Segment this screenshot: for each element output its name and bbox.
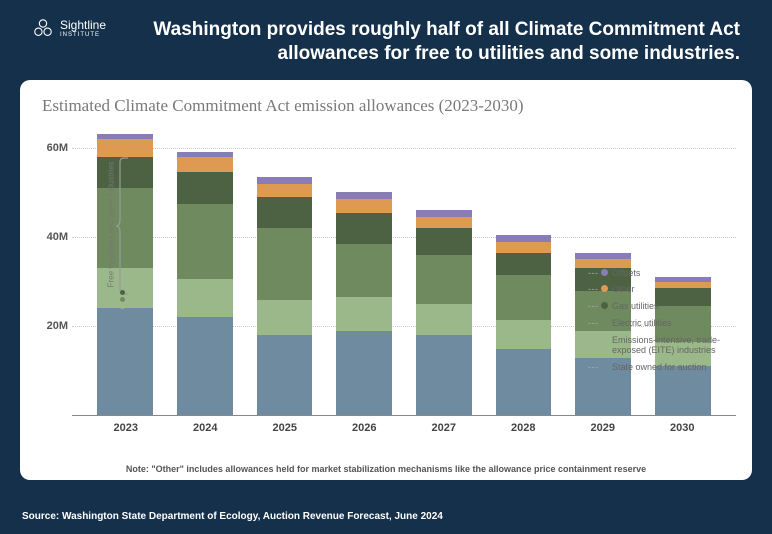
logo-icon [32,18,54,40]
x-tick-label: 2027 [404,422,484,434]
y-tick-label: 40M [47,231,68,243]
bar-column [484,126,564,416]
legend-item: - - - Electric utilities [588,318,728,329]
y-tick-label: 60M [47,142,68,154]
bar-segment-state_auction [336,331,392,416]
legend-dash-icon: - - - [588,335,597,345]
x-tick-label: 2025 [245,422,325,434]
bar-segment-state_auction [257,335,313,415]
bar-segment-other [257,184,313,197]
bar-segment-gas [416,228,472,255]
legend-label: Electric utilities [612,318,672,329]
bar-segment-other [496,242,552,253]
x-tick-label: 2029 [563,422,643,434]
bar-segment-other [416,217,472,228]
bar-segment-gas [336,213,392,244]
source-line: Source: Washington State Department of E… [22,511,443,522]
legend-label: Other [612,284,635,295]
legend-dash-icon: - - - [588,268,597,278]
brand-name: Sightline [60,19,106,32]
bar-segment-gas [257,197,313,228]
x-tick-label: 2026 [325,422,405,434]
legend-dash-icon: - - - [588,301,597,311]
legend-item: - - - State owned for auction [588,362,728,373]
chart-card: Estimated Climate Commitment Act emissio… [20,80,752,480]
bar-segment-electric [336,244,392,298]
bracket-label: Free to utilities and some industries [104,160,118,290]
legend-dot-icon [601,363,608,370]
chart-note: Note: "Other" includes allowances held f… [20,464,752,474]
bar-segment-state_auction [97,308,153,415]
legend-label: Offsets [612,268,640,279]
bar-segment-offsets [336,192,392,199]
bracket-dots [120,290,125,309]
bar-segment-eite [336,297,392,330]
bar-segment-other [336,199,392,212]
bar-segment-eite [496,320,552,349]
y-axis: 20M 40M 60M [36,126,72,416]
headline: Washington provides roughly half of all … [106,18,740,66]
legend-label: State owned for auction [612,362,707,373]
legend-label: Gas utilities [612,301,659,312]
bar [177,152,233,415]
legend-dash-icon: - - - [588,362,597,372]
bar-segment-state_auction [496,349,552,416]
bar-column [324,126,404,416]
legend: - - - Offsets - - - Other - - - Gas utilities… [588,268,728,380]
x-tick-label: 2023 [86,422,166,434]
legend-label: Emissions-intensive, trade-exposed (EITE… [612,335,728,357]
plot-area: 20M 40M 60M Free to utilities and some ind… [36,126,736,416]
bar-segment-eite [257,300,313,336]
bar-segment-other [177,157,233,173]
bar-segment-gas [177,172,233,203]
bar-segment-electric [496,275,552,320]
legend-dot-icon [601,336,608,343]
bar-segment-offsets [257,177,313,184]
bar-column [245,126,325,416]
header: Sightline INSTITUTE Washington provides … [0,0,772,80]
brand-logo: Sightline INSTITUTE [32,18,106,40]
legend-dash-icon: - - - [588,318,597,328]
legend-item: - - - Offsets [588,268,728,279]
bar-segment-offsets [416,210,472,217]
x-axis-labels: 20232024202520262027202820292030 [72,422,736,434]
bracket-dot-icon [120,304,125,309]
bar-segment-eite [177,279,233,317]
bar [336,192,392,415]
bar-column [404,126,484,416]
bar-segment-state_auction [177,317,233,415]
bar-segment-electric [257,228,313,299]
bar-column [165,126,245,416]
bar-segment-electric [177,204,233,280]
legend-item: - - - Gas utilities [588,301,728,312]
bar [257,177,313,416]
bar-segment-electric [416,255,472,304]
bar [416,210,472,415]
legend-dot-icon [601,269,608,276]
x-tick-label: 2028 [484,422,564,434]
y-tick-label: 20M [47,320,68,332]
chart-title: Estimated Climate Commitment Act emissio… [36,96,736,116]
bar-segment-offsets [575,253,631,260]
bar-segment-gas [496,253,552,275]
legend-item: - - - Other [588,284,728,295]
bracket-dot-icon [120,290,125,295]
x-tick-label: 2024 [166,422,246,434]
legend-dot-icon [601,285,608,292]
bar-segment-offsets [496,235,552,242]
bar-segment-eite [416,304,472,335]
bar [496,235,552,416]
bracket-dot-icon [120,297,125,302]
legend-dash-icon: - - - [588,284,597,294]
legend-dot-icon [601,319,608,326]
legend-dot-icon [601,302,608,309]
bar-column [85,126,165,416]
brand-subname: INSTITUTE [60,32,106,39]
bar-segment-state_auction [416,335,472,415]
x-tick-label: 2030 [643,422,723,434]
bar-segment-other [97,139,153,157]
axis-baseline [72,415,736,416]
legend-item: - - - Emissions-intensive, trade-exposed … [588,335,728,357]
